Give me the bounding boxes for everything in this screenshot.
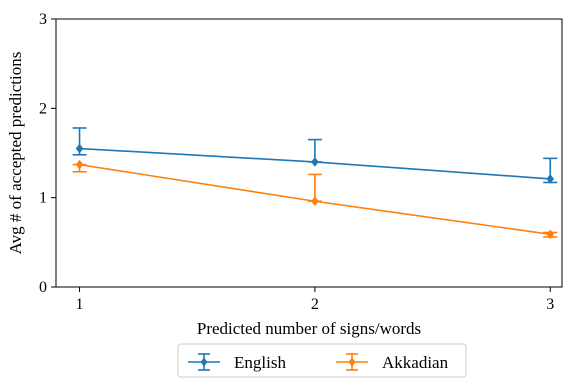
legend-items: English Akkadian — [188, 353, 449, 372]
y-tick-label: 1 — [39, 190, 47, 207]
data-point — [311, 196, 319, 207]
series-layer — [72, 127, 558, 240]
data-point — [75, 159, 84, 170]
x-tick-label: 1 — [76, 296, 84, 313]
legend-frame — [177, 343, 467, 378]
legend-label: English — [234, 353, 286, 372]
y-tick-label: 3 — [39, 11, 47, 28]
data-point — [311, 157, 319, 167]
x-tick-label: 2 — [311, 296, 319, 313]
legend-label: Akkadian — [382, 353, 449, 372]
y-tick-label: 0 — [39, 279, 47, 296]
series-akkadian — [72, 159, 558, 240]
legend-swatch-marker — [348, 357, 356, 367]
x-axis-label: Predicted number of signs/words — [197, 319, 421, 338]
y-tick-label: 2 — [39, 100, 47, 117]
data-point — [75, 143, 84, 154]
data-point — [546, 173, 555, 184]
data-point — [546, 229, 555, 240]
ticks-layer: 1 2 3 0 1 2 3 — [39, 11, 554, 313]
axes-layer — [55, 18, 563, 288]
legend: English Akkadian — [177, 343, 467, 378]
series-english — [72, 127, 558, 184]
x-tick-label: 3 — [546, 296, 554, 313]
legend-item-akkadian: Akkadian — [336, 353, 449, 372]
legend-item-english: English — [188, 353, 286, 372]
plot-frame — [55, 18, 563, 288]
legend-swatch-marker — [200, 357, 208, 367]
y-axis-label: Avg # of accepted predictions — [6, 52, 25, 255]
